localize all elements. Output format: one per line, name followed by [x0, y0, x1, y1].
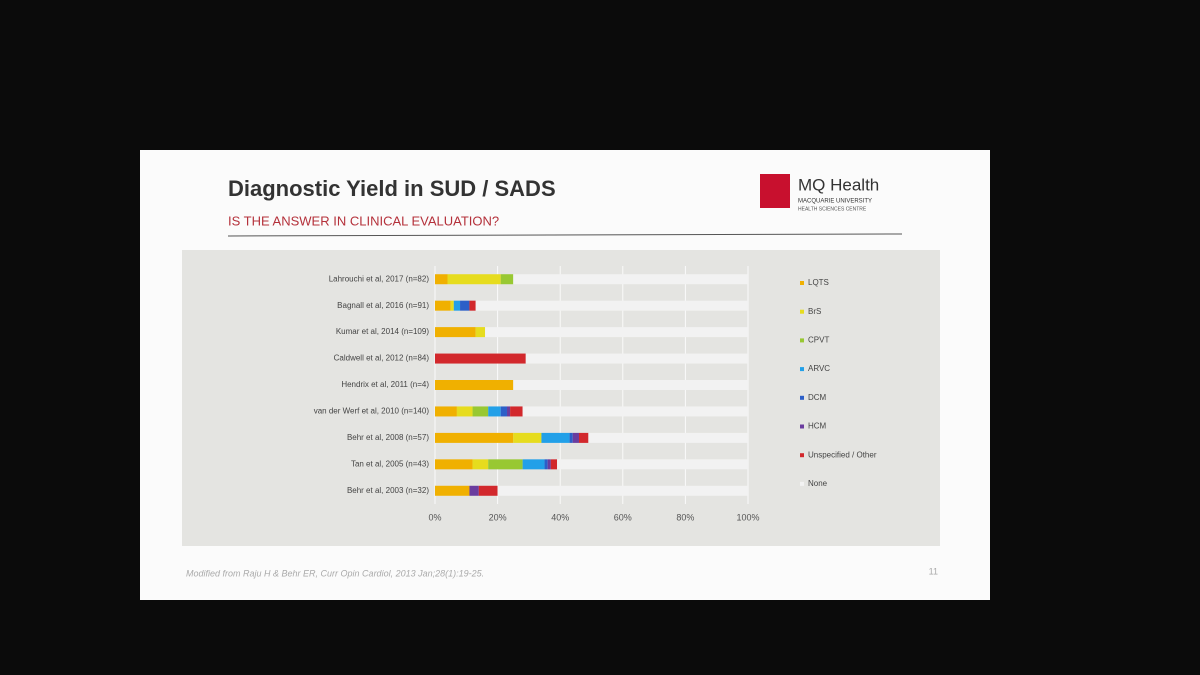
logo-text: MQ Health — [798, 175, 879, 194]
bar-segment — [588, 432, 748, 443]
slide-title: Diagnostic Yield in SUD / SADS — [228, 176, 556, 201]
bar-segment — [500, 406, 507, 417]
bar-segment — [435, 300, 451, 311]
page-number: 11 — [929, 566, 938, 576]
bar-segment — [506, 406, 511, 417]
slide-subtitle: IS THE ANSWER IN CLINICAL EVALUATION? — [228, 213, 499, 228]
bar-segment — [525, 353, 748, 364]
bar-segment — [488, 406, 501, 417]
bar-segment — [513, 380, 748, 390]
y-tick-label: Behr et al, 2003 (n=32) — [347, 486, 429, 495]
bar-segment — [544, 459, 548, 470]
bar-segment — [456, 406, 473, 417]
y-tick-label: Bagnall et al, 2016 (n=91) — [337, 301, 429, 310]
x-tick-label: 100% — [736, 512, 759, 522]
bar-segment — [510, 406, 523, 417]
chart-panel — [182, 250, 940, 546]
bar-segment — [435, 274, 448, 285]
bar-segment — [469, 300, 476, 311]
legend-swatch — [800, 309, 804, 314]
bar-segment — [547, 459, 551, 470]
bar-segment — [472, 459, 489, 470]
legend-swatch — [800, 481, 804, 486]
legend-swatch — [800, 395, 804, 400]
logo-line: HEALTH SCIENCES CENTRE — [798, 206, 867, 212]
bar-segment — [569, 432, 573, 443]
bar-segment — [550, 459, 558, 470]
logo-line: MACQUARIE UNIVERSITY — [798, 199, 872, 205]
bar-segment — [447, 274, 501, 285]
bar-segment — [460, 300, 470, 311]
x-tick-label: 80% — [676, 512, 694, 522]
bar-segment — [513, 274, 748, 285]
bar-segment — [478, 485, 498, 496]
y-tick-label: Lahrouchi et al, 2017 (n=82) — [329, 274, 430, 283]
bar-segment — [485, 327, 748, 338]
bar-segment — [435, 380, 514, 390]
legend-label: None — [808, 479, 828, 488]
legend-swatch — [800, 367, 804, 372]
bar-segment — [472, 406, 489, 417]
y-tick-label: Hendrix et al, 2011 (n=4) — [341, 380, 429, 389]
footnote: Modified from Raju H & Behr ER, Curr Opi… — [186, 568, 484, 578]
y-tick-label: Tan et al, 2005 (n=43) — [351, 459, 429, 468]
divider — [227, 233, 903, 237]
bar-segment — [469, 485, 479, 496]
bar-segment — [435, 327, 476, 338]
legend-label: BrS — [808, 307, 821, 316]
x-tick-label: 20% — [489, 512, 507, 522]
x-tick-label: 0% — [428, 512, 441, 522]
bar-segment — [541, 432, 570, 443]
bar-segment — [435, 459, 473, 470]
bar-segment — [497, 485, 748, 496]
bar-segment — [435, 353, 526, 364]
x-tick-label: 60% — [614, 512, 632, 522]
bar-segment — [475, 300, 748, 311]
legend-label: CPVT — [808, 336, 829, 345]
bar-segment — [435, 485, 470, 496]
y-tick-label: Behr et al, 2008 (n=57) — [347, 433, 429, 442]
x-tick-label: 40% — [551, 512, 569, 522]
y-tick-label: Caldwell et al, 2012 (n=84) — [334, 354, 430, 363]
legend-swatch — [800, 453, 804, 458]
legend-swatch — [800, 281, 804, 285]
bar-segment — [557, 459, 748, 470]
bar-segment — [450, 300, 454, 311]
bar-segment — [435, 406, 457, 417]
legend-swatch — [800, 338, 804, 343]
bar-segment — [513, 432, 542, 443]
bar-segment — [500, 274, 514, 285]
logo-shield — [760, 174, 790, 208]
legend-label: ARVC — [808, 364, 830, 373]
legend-label: LQTS — [808, 278, 829, 287]
y-tick-label: van der Werf et al, 2010 (n=140) — [314, 407, 430, 416]
bar-segment — [578, 432, 589, 443]
legend-label: DCM — [808, 393, 827, 402]
legend-label: Unspecified / Other — [808, 450, 877, 459]
bar-segment — [475, 327, 486, 338]
bar-segment — [453, 300, 461, 311]
y-tick-label: Kumar et al, 2014 (n=109) — [336, 327, 430, 336]
bar-segment — [572, 432, 579, 443]
bar-segment — [488, 459, 523, 470]
legend-swatch — [800, 424, 804, 429]
bar-segment — [522, 406, 748, 417]
bar-segment — [522, 459, 545, 470]
bar-segment — [435, 432, 514, 443]
legend-label: HCM — [808, 422, 827, 431]
